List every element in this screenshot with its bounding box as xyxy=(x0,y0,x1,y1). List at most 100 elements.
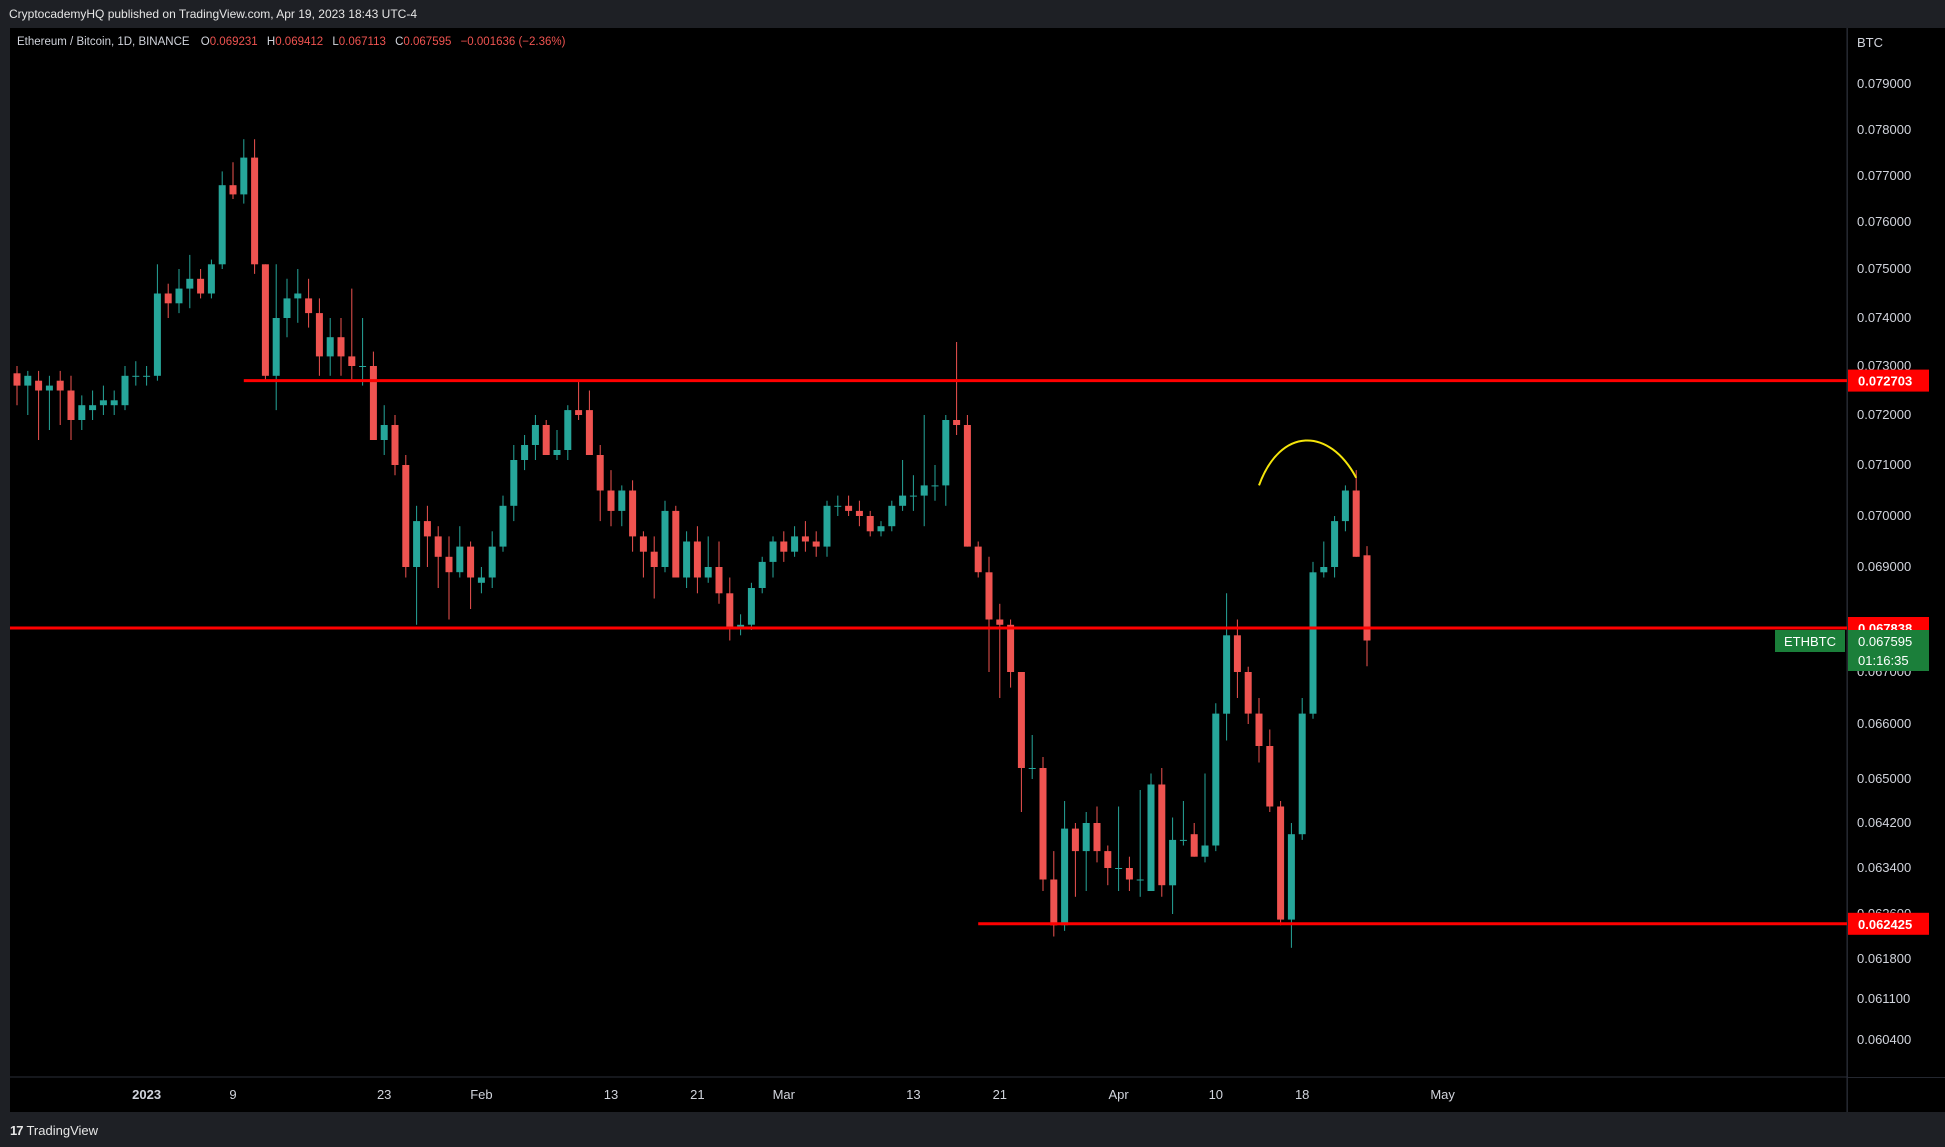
candle-body xyxy=(240,157,248,195)
candle xyxy=(704,536,712,583)
candle xyxy=(1179,801,1187,846)
annotation xyxy=(1258,439,1358,486)
candle-body xyxy=(629,490,637,537)
candle xyxy=(866,510,874,537)
candle-body xyxy=(251,157,259,265)
candle-body xyxy=(855,510,863,516)
candle xyxy=(1352,470,1360,557)
candle xyxy=(801,521,809,552)
candle-body xyxy=(575,410,583,415)
x-tick-label: 18 xyxy=(1295,1087,1309,1102)
candle-body xyxy=(1136,879,1144,881)
candle-body xyxy=(963,425,971,547)
candle xyxy=(553,430,561,460)
tradingview-logo[interactable]: 17 TradingView xyxy=(10,1123,98,1138)
candle-body xyxy=(110,400,118,406)
candle-body xyxy=(1147,784,1155,891)
candle xyxy=(812,531,820,557)
x-tick-label: Apr xyxy=(1108,1087,1129,1102)
symbol-title: Ethereum / Bitcoin, 1D, BINANCE xyxy=(17,36,190,48)
candle-body xyxy=(67,390,75,420)
candle xyxy=(1201,773,1209,863)
candle-body xyxy=(531,425,539,445)
low-value: 0.067113 xyxy=(339,36,386,48)
candle-body xyxy=(650,551,658,567)
price-chart[interactable]: BTC 0.079000 0.078000 0.077000 0.076000 0.07… xyxy=(0,0,1945,1114)
candle xyxy=(758,556,766,594)
candle-body xyxy=(1352,490,1360,557)
tradingview-logo-icon: 17 xyxy=(10,1123,24,1138)
candle xyxy=(1320,541,1328,578)
axis-corner xyxy=(1848,1078,1945,1112)
candle-body xyxy=(272,318,280,376)
candle-body xyxy=(791,536,799,552)
candle xyxy=(326,318,334,376)
candle xyxy=(1266,729,1274,812)
candle-body xyxy=(402,465,410,567)
candle-body xyxy=(801,536,809,542)
candle xyxy=(931,465,939,501)
candle-body xyxy=(1104,851,1112,868)
symbol-tag-label: ETHBTC xyxy=(1784,634,1836,649)
symbol-tag xyxy=(1775,630,1845,652)
chart-background xyxy=(10,28,1847,1112)
candle-body xyxy=(56,380,64,391)
current-price-marker: ETHBTC 0.067595 01:16:35 xyxy=(1775,630,1929,671)
candle xyxy=(78,395,86,430)
candle xyxy=(1341,485,1349,532)
candle-body xyxy=(369,366,377,440)
candle-body xyxy=(564,410,572,450)
candle xyxy=(337,318,345,376)
candle xyxy=(164,283,172,318)
candle-body xyxy=(661,510,669,567)
candle-body xyxy=(974,546,982,573)
candle-body xyxy=(1190,834,1198,857)
candle-body xyxy=(283,298,291,318)
candle-body xyxy=(899,495,907,506)
candle xyxy=(618,485,626,527)
candle-body xyxy=(499,505,507,547)
candle xyxy=(985,556,993,672)
candle xyxy=(1277,801,1285,926)
candle xyxy=(769,536,777,578)
y-tick-label: 0.065000 xyxy=(1857,771,1911,786)
low-label: L xyxy=(332,36,339,48)
candle-body xyxy=(1212,713,1220,846)
candle xyxy=(153,264,161,381)
candle-body xyxy=(780,541,788,552)
candle xyxy=(650,536,658,599)
candle xyxy=(1287,823,1295,948)
candle xyxy=(1212,703,1220,852)
candle xyxy=(510,445,518,522)
y-tick-label: 0.076000 xyxy=(1857,214,1911,229)
candle-body xyxy=(13,373,21,386)
candle xyxy=(240,139,248,204)
candle xyxy=(413,505,421,625)
candle-body xyxy=(467,546,475,578)
candle xyxy=(402,455,410,578)
candle xyxy=(1169,817,1177,914)
candle-body xyxy=(1363,555,1371,641)
candle-body xyxy=(207,264,215,294)
y-tick-label: 0.070000 xyxy=(1857,508,1911,523)
candle-body xyxy=(132,375,140,377)
candle xyxy=(369,351,377,440)
candle-body xyxy=(542,425,550,455)
candle-body xyxy=(1255,713,1263,746)
candle-body xyxy=(1115,868,1123,869)
candle-body xyxy=(1082,823,1090,852)
published-bar: CryptocademyHQ published on TradingView.… xyxy=(0,0,1945,28)
candle-body xyxy=(229,185,237,195)
candle-body xyxy=(909,495,917,497)
candle xyxy=(1039,757,1047,891)
candle xyxy=(791,526,799,557)
candle-body xyxy=(315,313,323,357)
candle xyxy=(575,380,583,420)
candle xyxy=(445,536,453,620)
arc-annotation[interactable] xyxy=(1258,439,1358,486)
high-label: H xyxy=(267,36,275,48)
x-tick-label: 13 xyxy=(906,1087,920,1102)
tradingview-brand: TradingView xyxy=(26,1123,99,1138)
candle xyxy=(726,577,734,641)
